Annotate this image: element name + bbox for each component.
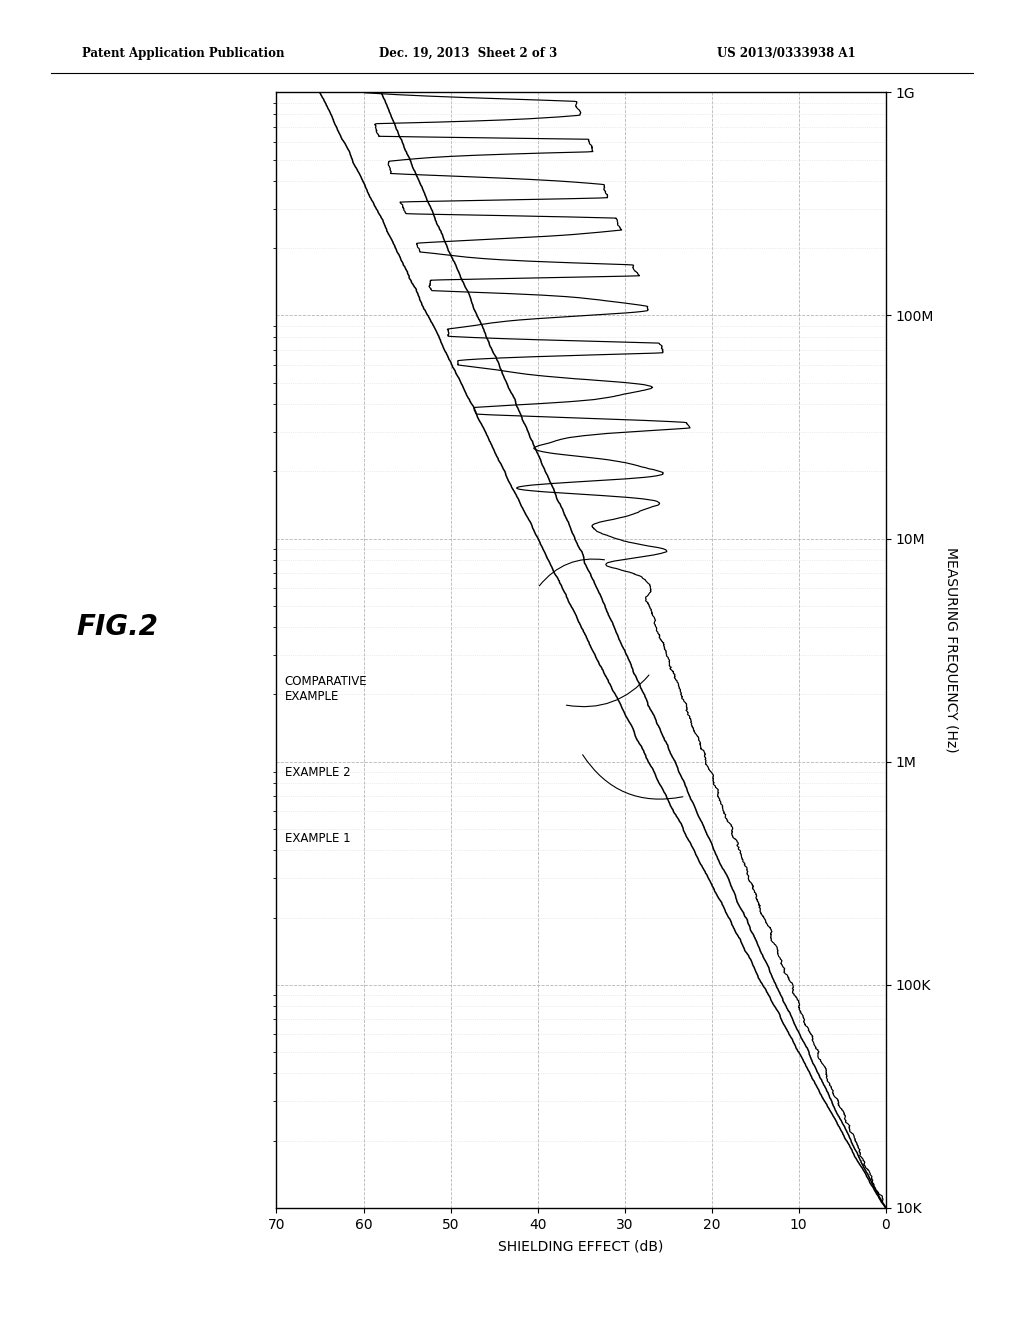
Text: Dec. 19, 2013  Sheet 2 of 3: Dec. 19, 2013 Sheet 2 of 3 [379, 46, 557, 59]
Text: EXAMPLE 1: EXAMPLE 1 [285, 832, 350, 845]
Text: US 2013/0333938 A1: US 2013/0333938 A1 [717, 46, 855, 59]
X-axis label: SHIELDING EFFECT (dB): SHIELDING EFFECT (dB) [499, 1239, 664, 1254]
Text: Patent Application Publication: Patent Application Publication [82, 46, 285, 59]
Text: FIG.2: FIG.2 [77, 612, 159, 642]
Text: COMPARATIVE
EXAMPLE: COMPARATIVE EXAMPLE [285, 675, 368, 704]
Y-axis label: MEASURING FREQUENCY (Hz): MEASURING FREQUENCY (Hz) [945, 548, 958, 752]
Text: EXAMPLE 2: EXAMPLE 2 [285, 766, 350, 779]
